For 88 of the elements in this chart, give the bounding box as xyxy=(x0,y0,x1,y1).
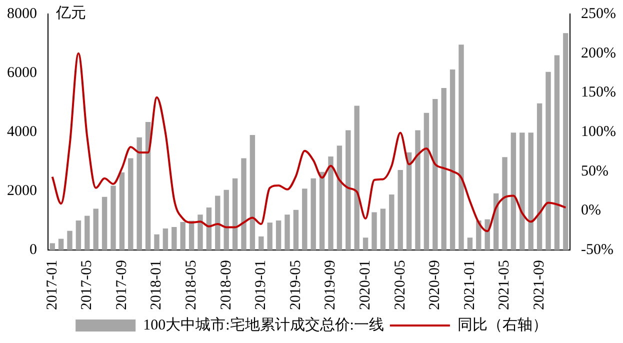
x-tick-label: 2017-01 xyxy=(44,260,60,310)
bar xyxy=(441,88,446,250)
y2-tick-label: 150% xyxy=(581,84,616,101)
bar xyxy=(310,178,316,250)
bar xyxy=(424,112,430,250)
bar xyxy=(450,69,456,250)
bar xyxy=(172,226,177,250)
bar xyxy=(136,137,142,250)
bar xyxy=(415,130,420,250)
x-tick-label: 2021-05 xyxy=(496,260,513,310)
y2-tick-label: 250% xyxy=(581,6,616,22)
bar xyxy=(258,236,264,250)
bar xyxy=(406,152,412,250)
y-tick-label: 6000 xyxy=(7,64,37,81)
bar xyxy=(502,157,508,250)
y-axis-title: 亿元 xyxy=(55,5,86,22)
y2-tick-label: 100% xyxy=(581,124,616,140)
x-tick-label: 2020-01 xyxy=(357,260,374,310)
bar xyxy=(354,106,360,250)
bar xyxy=(145,122,151,250)
bar xyxy=(380,208,386,250)
x-tick-label: 2021-01 xyxy=(462,260,478,310)
bar xyxy=(180,222,186,250)
y-tick-label: 2000 xyxy=(7,182,37,199)
y2-tick-label: 0% xyxy=(581,202,602,219)
y-tick-label: 0 xyxy=(30,242,37,258)
legend-label: 100大中城市:宅地累计成交总价:一线 xyxy=(143,316,384,334)
bar xyxy=(224,190,229,250)
bar xyxy=(432,98,438,250)
bar xyxy=(302,188,308,250)
x-tick-label: 2021-09 xyxy=(531,260,548,310)
bar xyxy=(119,172,125,250)
bar xyxy=(476,220,482,250)
bar xyxy=(554,55,560,250)
bar xyxy=(346,130,351,250)
bar xyxy=(520,132,525,250)
bar xyxy=(293,210,299,250)
bar xyxy=(102,196,108,250)
bar xyxy=(50,243,55,250)
x-tick-label: 2020-09 xyxy=(427,260,444,310)
bar xyxy=(546,72,551,250)
x-tick-label: 2017-09 xyxy=(114,260,130,310)
x-tick-label: 2020-05 xyxy=(392,260,408,310)
bar xyxy=(319,172,325,250)
bar xyxy=(398,170,403,250)
line-series xyxy=(51,52,567,232)
bar xyxy=(250,134,256,250)
bar xyxy=(58,238,64,250)
bar xyxy=(67,230,72,250)
bar xyxy=(362,238,368,250)
bar xyxy=(241,158,246,250)
y2-tick-label: 50% xyxy=(581,163,609,180)
bar xyxy=(128,158,134,250)
bar xyxy=(76,220,82,250)
x-tick-label: 2017-05 xyxy=(79,260,96,310)
bar xyxy=(284,214,290,250)
bar xyxy=(528,132,534,250)
x-tick-label: 2019-09 xyxy=(322,260,339,310)
bar xyxy=(110,186,116,250)
x-tick-label: 2018-09 xyxy=(218,260,234,310)
y-tick-label: 8000 xyxy=(7,6,37,22)
x-tick-label: 2019-05 xyxy=(288,260,304,310)
x-tick-label: 2018-05 xyxy=(183,260,200,310)
bar xyxy=(458,44,464,250)
bar xyxy=(276,220,282,250)
bar xyxy=(372,212,377,250)
bar xyxy=(328,156,334,250)
bar xyxy=(206,208,212,250)
bar xyxy=(510,132,516,250)
bar xyxy=(467,238,473,250)
bar xyxy=(84,216,90,250)
legend-label: 同比（右轴） xyxy=(457,316,548,334)
bar xyxy=(198,214,203,250)
x-tick-label: 2019-01 xyxy=(253,260,270,310)
bar xyxy=(336,146,342,250)
bar xyxy=(389,194,394,250)
y-tick-label: 4000 xyxy=(7,124,37,140)
y2-tick-label: -50% xyxy=(581,242,614,258)
bar xyxy=(215,196,220,250)
bar xyxy=(162,228,168,250)
x-tick-label: 2018-01 xyxy=(148,260,165,310)
bar xyxy=(267,222,272,250)
bar xyxy=(563,33,568,250)
bar xyxy=(154,234,160,250)
bar xyxy=(93,208,98,250)
bar xyxy=(232,178,238,250)
y2-tick-label: 200% xyxy=(581,45,616,62)
bar xyxy=(536,103,542,250)
